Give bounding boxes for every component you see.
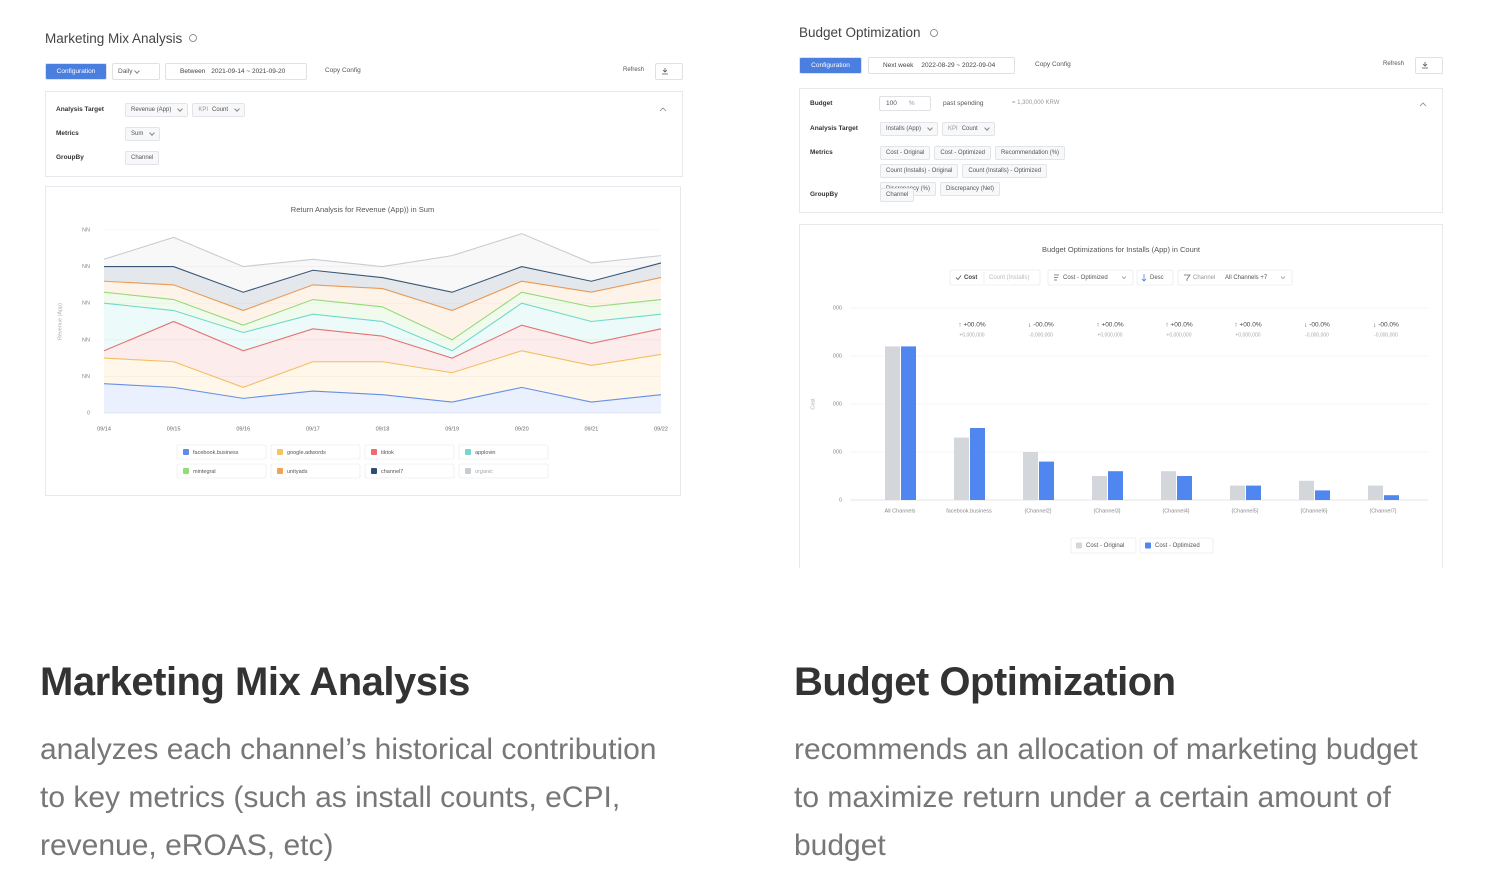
date-range[interactable]: Next week 2022-08-29 ~ 2022-09-04: [868, 57, 1015, 74]
chip-text: Count (Installs) - Optimized: [968, 168, 1042, 174]
chip[interactable]: Count (Installs) - Original: [880, 164, 959, 178]
toolbar-button[interactable]: Configuration: [799, 57, 862, 74]
budget-value: 100: [886, 100, 897, 107]
feature-text: analyzes each channel’s historical contr…: [40, 733, 657, 862]
config-label: GroupBy: [56, 154, 84, 161]
config-box: [45, 91, 683, 177]
chip-text: Channel: [131, 155, 154, 161]
chip-row: Sum: [125, 127, 161, 141]
chart-box: [45, 186, 681, 496]
refresh[interactable]: Refresh: [1383, 61, 1405, 67]
panel-title: Budget Optimization: [799, 25, 921, 40]
chip-text: Installs (App): [886, 126, 922, 132]
chart-box: [799, 224, 1443, 568]
download-button[interactable]: [1415, 57, 1443, 74]
chip-text: Recommendation (%): [1001, 150, 1060, 156]
budget-equals: = 1,300,000 KRW: [1012, 100, 1060, 106]
copy-config[interactable]: Copy Config: [325, 67, 361, 74]
budget-input[interactable]: 100%: [879, 96, 931, 111]
chip-text: Sum: [131, 131, 144, 137]
chip[interactable]: Channel: [125, 151, 160, 165]
chip[interactable]: Recommendation (%): [995, 146, 1066, 160]
config-label: Analysis Target: [810, 125, 858, 132]
period-select[interactable]: Daily: [112, 63, 160, 80]
chip[interactable]: Sum: [125, 127, 161, 141]
copy-config[interactable]: Copy Config: [1035, 61, 1071, 68]
chip-row: Installs (App) KPI Count: [880, 122, 995, 136]
chip[interactable]: Count (Installs) - Optimized: [962, 164, 1048, 178]
chip-text: Discrepancy (Net): [946, 186, 995, 192]
chip-text: Channel: [886, 192, 909, 198]
chip-text: Count (Installs) - Original: [886, 168, 953, 174]
config-label: Metrics: [810, 149, 833, 156]
config-label: GroupBy: [810, 191, 838, 198]
config-label: Metrics: [56, 130, 79, 137]
feature-heading: Budget Optimization: [794, 660, 1176, 704]
chip-text: KPI: [198, 107, 209, 113]
chip-text: KPI: [948, 126, 958, 132]
refresh[interactable]: Refresh: [623, 67, 645, 73]
chip[interactable]: Discrepancy (Net): [940, 182, 1001, 196]
chip[interactable]: Channel: [880, 188, 915, 202]
config-label: Analysis Target: [56, 106, 104, 113]
range-value: 2022-08-29 ~ 2022-09-04: [921, 62, 996, 69]
budget-basis: past spending: [943, 100, 984, 107]
panel-title: Marketing Mix Analysis: [45, 31, 183, 46]
chip-text: Cost - Original: [886, 150, 925, 156]
info-icon: [189, 34, 197, 42]
chip[interactable]: KPI Count: [192, 103, 246, 117]
feature-heading: Marketing Mix Analysis: [40, 660, 470, 704]
chip[interactable]: Cost - Optimized: [934, 146, 992, 160]
chip-text: Count: [212, 107, 229, 113]
range-value: 2021-09-14 ~ 2021-09-20: [211, 68, 286, 75]
budget-unit: %: [908, 100, 915, 107]
date-range[interactable]: Between 2021-09-14 ~ 2021-09-20: [165, 63, 307, 80]
config-box: [799, 88, 1443, 213]
chip-text: Revenue (App): [131, 107, 172, 113]
chip-row: Channel: [880, 188, 915, 202]
config-label: Budget: [810, 100, 833, 107]
chip-text: Count: [961, 126, 978, 132]
info-icon: [930, 29, 938, 37]
chip[interactable]: Installs (App): [880, 122, 939, 136]
chip[interactable]: KPI Count: [942, 122, 995, 136]
range-label: Between: [180, 68, 206, 75]
chip-row: Revenue (App) KPI Count: [125, 103, 246, 117]
chip[interactable]: Revenue (App): [125, 103, 189, 117]
download-button[interactable]: [655, 63, 683, 80]
range-label: Next week: [883, 62, 914, 69]
feature-text: recommends an allocation of marketing bu…: [794, 733, 1418, 862]
chip-row: Channel: [125, 151, 160, 165]
chip-row: Cost - Original Cost - Optimized Recommend…: [880, 146, 1080, 196]
chip[interactable]: Cost - Original: [880, 146, 931, 160]
toolbar-button[interactable]: Configuration: [45, 63, 107, 80]
chip-text: Cost - Optimized: [940, 150, 986, 156]
